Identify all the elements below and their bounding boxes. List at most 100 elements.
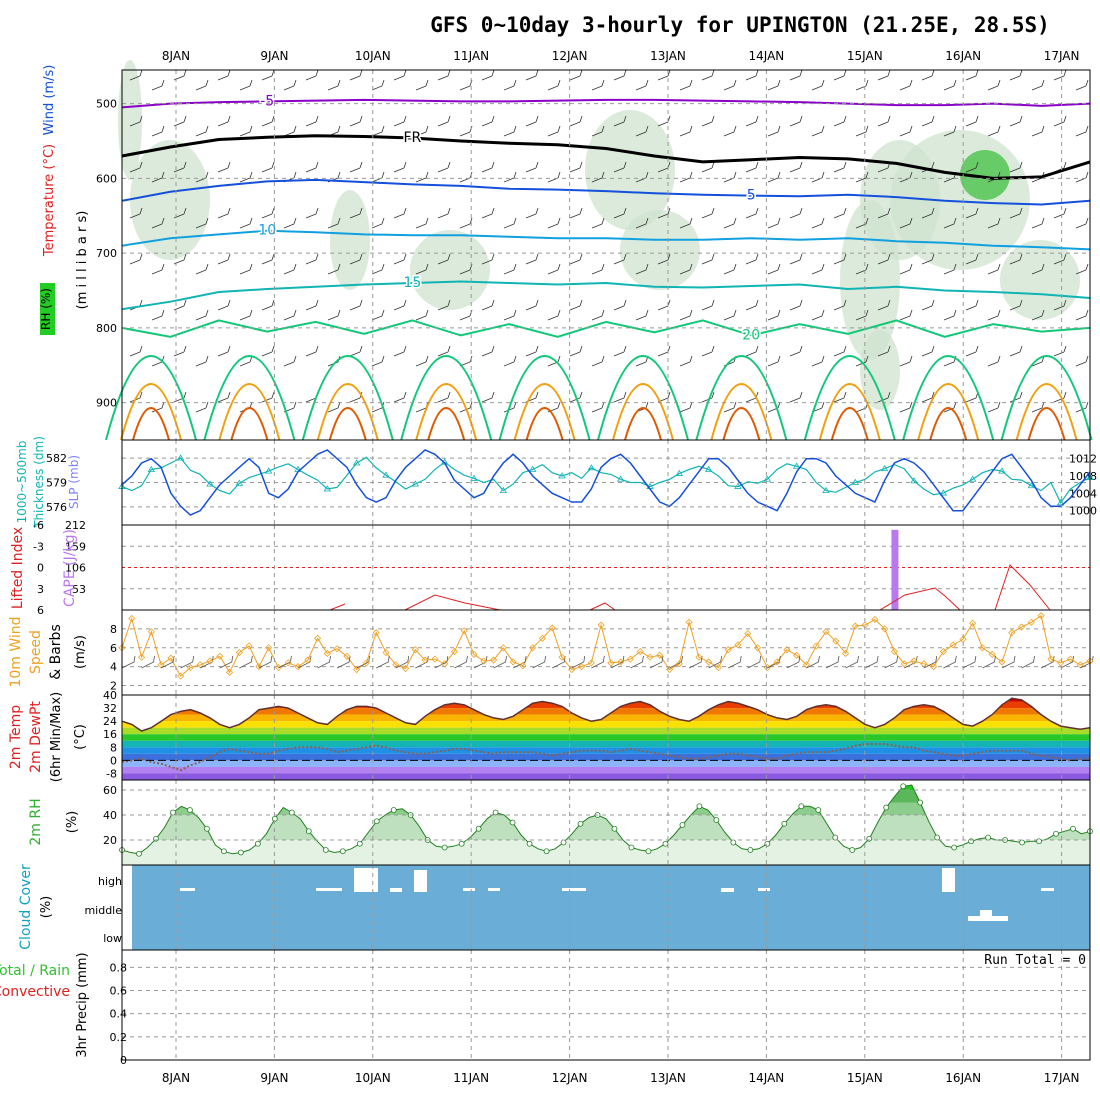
rh2m-point (1019, 839, 1025, 846)
low-level-isotherm (1015, 383, 1078, 441)
wind-speed-point (1066, 655, 1075, 663)
rh2m-point (934, 834, 941, 841)
rh-band (122, 802, 1090, 815)
rh2m-point (187, 807, 193, 813)
wind-speed-point (822, 628, 830, 636)
isotherm-label: 15 (403, 275, 421, 291)
wind-barb (1031, 309, 1045, 321)
isotherm-label: 10 (258, 223, 276, 239)
x-label-top: 17JAN (1044, 49, 1080, 63)
rh-shade (410, 230, 490, 310)
wind-barb (591, 401, 605, 413)
wind-barb (767, 309, 781, 321)
wind-barb (591, 309, 605, 321)
low-level-isotherm (105, 355, 197, 441)
wind-barb (261, 115, 275, 127)
cloud-block (463, 888, 475, 891)
wind-barb (481, 115, 495, 127)
wind-barb (195, 125, 209, 137)
thickness-point (763, 475, 772, 482)
cloud-level-label: high (98, 875, 122, 888)
low-level-isotherm (120, 383, 182, 441)
wind-barb (437, 207, 451, 219)
wind-barb (987, 217, 1001, 229)
wind-speed-point (313, 634, 322, 642)
wind-speed-point (411, 646, 419, 654)
run-total: Run Total = 0 (984, 953, 1086, 968)
wind-barb (393, 69, 407, 81)
rh2m-point (781, 820, 788, 827)
x-label-bottom: 10JAN (355, 1071, 391, 1085)
x-label-top: 11JAN (453, 49, 489, 63)
wind-barb (767, 79, 781, 91)
wind-barb (1075, 263, 1089, 275)
wind-barb (591, 171, 605, 183)
surface-wind-barb (219, 655, 234, 669)
low-level-isotherm (203, 355, 296, 441)
wind-barb (701, 161, 715, 173)
surface-wind-barb (688, 655, 703, 669)
surface-wind-barb (552, 655, 566, 669)
wind-speed-point (216, 652, 224, 660)
wind-barb (239, 125, 253, 137)
wind-barb (129, 207, 143, 219)
rh2m-point (543, 848, 550, 855)
wind-barb (943, 263, 957, 275)
wind-barb (1009, 207, 1023, 219)
surface-wind-barb (649, 655, 664, 669)
cloud-block (758, 888, 770, 891)
wind-speed-point (890, 647, 899, 656)
wind-barb (833, 253, 847, 265)
wind-barb (129, 69, 143, 81)
wind-barb (129, 161, 143, 173)
wind-barb (525, 299, 539, 311)
wind-barb (1009, 345, 1023, 357)
precip-label-2: Convective (0, 984, 70, 1000)
thickness-point (998, 467, 1006, 474)
wind-speed-point (284, 659, 292, 667)
surface-wind-barb (747, 655, 762, 669)
wind-barb (129, 345, 143, 357)
rh2m-point (662, 840, 669, 847)
wind-barb (283, 217, 297, 229)
x-label-bottom: 17JAN (1044, 1071, 1080, 1085)
wind-speed-point (519, 662, 527, 670)
thickness-point (528, 465, 537, 472)
rh2m-point (136, 850, 142, 857)
low-level-isotherm (695, 355, 788, 441)
wind-barb (261, 161, 275, 173)
dewpt2m-line (121, 743, 1090, 772)
wind-barb (437, 253, 451, 265)
surface-wind-barb (239, 655, 253, 669)
wind-barb (1053, 299, 1067, 311)
surface-wind-barb (708, 655, 723, 669)
wind-tick: 2 (110, 680, 117, 693)
wind-barb (701, 69, 715, 81)
wind-barb (459, 79, 473, 91)
wind-barb (745, 345, 759, 357)
wind-speed-point (343, 652, 351, 660)
isotherm-20 (121, 319, 1091, 338)
wind-barb (613, 115, 627, 127)
wind-barb (591, 355, 605, 367)
wind-barb (1075, 125, 1089, 137)
surface-wind-barb (982, 655, 996, 669)
rh2m-point (832, 834, 839, 841)
thickness-point (587, 464, 596, 471)
surface-wind-barb (415, 655, 429, 669)
wind-barb (415, 355, 429, 367)
wind-barb (965, 345, 979, 357)
wind-barb (327, 217, 341, 229)
thickness-point (880, 464, 889, 472)
thickness-point (1027, 481, 1036, 489)
wind-barb (591, 79, 605, 91)
thickness-point (734, 482, 742, 489)
wind-speed-point (900, 660, 908, 668)
wind-barb (1053, 115, 1067, 127)
cloud-block (562, 888, 586, 891)
wind-barb (921, 391, 935, 403)
x-label-top: 12JAN (552, 49, 588, 63)
wind-barb (195, 79, 209, 91)
wind-speed-point (626, 655, 635, 663)
wind-barb (811, 217, 825, 229)
